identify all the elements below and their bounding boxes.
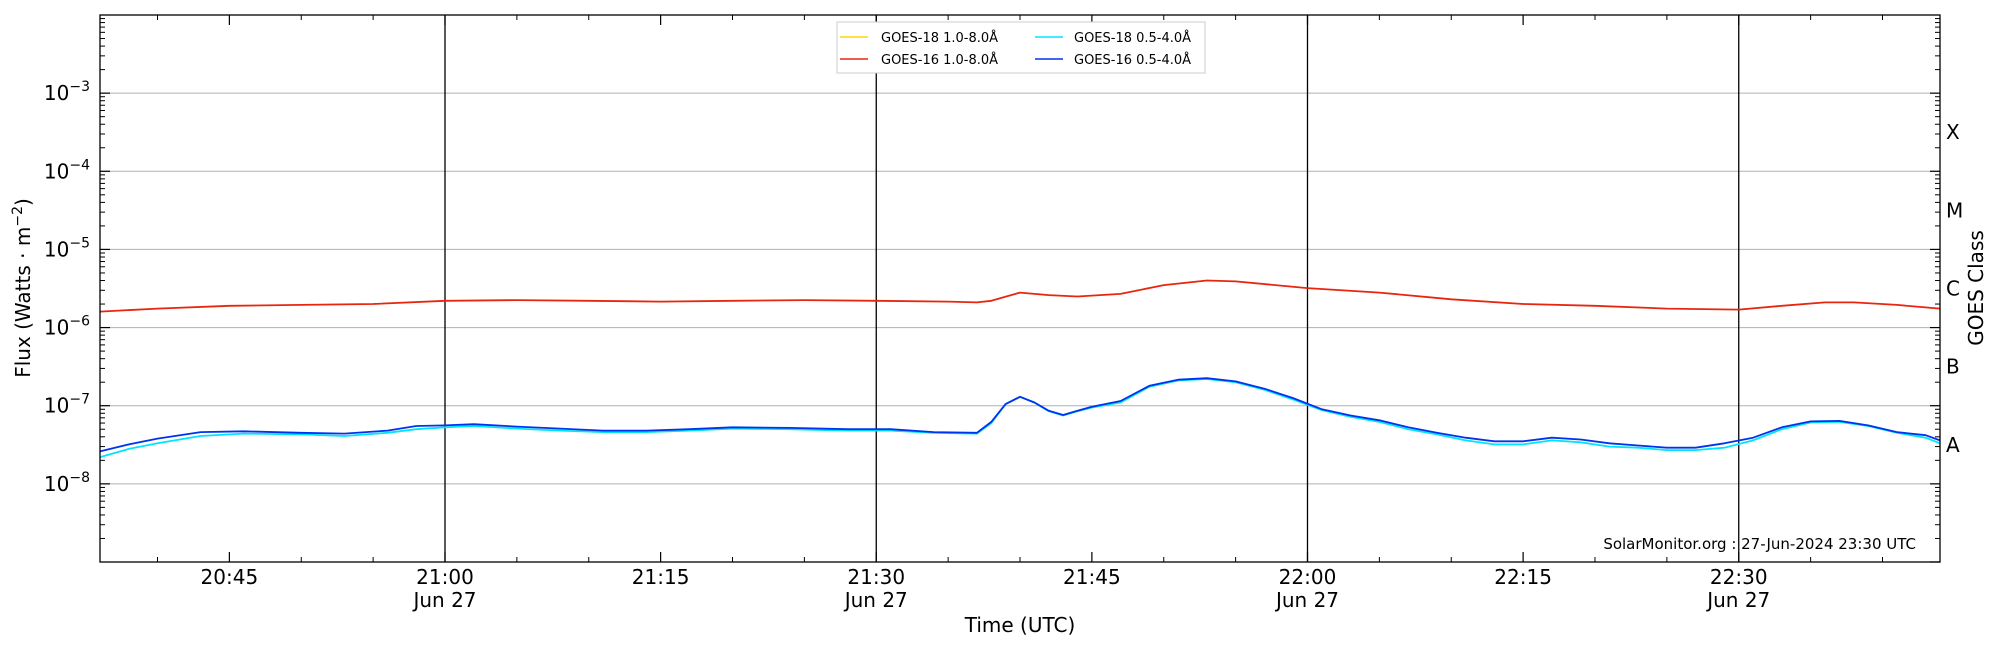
x-tick-date-label: Jun 27 — [843, 588, 908, 612]
x-tick-label: 21:45 — [1063, 565, 1121, 589]
goes-class-axis-title: GOES Class — [1964, 230, 1988, 346]
x-tick-label: 21:15 — [632, 565, 690, 589]
x-tick-label: 20:45 — [201, 565, 259, 589]
legend-label-goes18-short: GOES-18 0.5-4.0Å — [1074, 30, 1191, 46]
x-tick-label: 21:30 — [847, 565, 905, 589]
legend-label-goes16-long: GOES-16 1.0-8.0Å — [881, 52, 998, 68]
goes-class-label: X — [1946, 120, 1960, 144]
x-axis-title: Time (UTC) — [964, 613, 1076, 637]
goes-class-label: M — [1946, 198, 1963, 222]
y-tick-exponent: −6 — [69, 314, 90, 330]
goes-class-label: B — [1946, 355, 1960, 379]
y-tick-label: 10−6 — [44, 314, 90, 340]
x-tick-label: 21:00 — [416, 565, 474, 589]
goes-class-label: C — [1946, 277, 1960, 301]
x-tick-label: 22:00 — [1279, 565, 1337, 589]
x-tick-date-label: Jun 27 — [1705, 588, 1770, 612]
x-tick-date-label: Jun 27 — [411, 588, 476, 612]
y-tick-label: 10−8 — [44, 470, 90, 496]
y-tick-label: 10−7 — [44, 392, 90, 418]
y-tick-exponent: −3 — [69, 79, 90, 95]
series-line-goes-18-0-5-4-0- — [99, 378, 1941, 458]
tick-layer — [100, 15, 1940, 563]
y-tick-base: 10 — [44, 394, 69, 418]
y-tick-base: 10 — [44, 472, 69, 496]
series-layer — [99, 279, 1941, 458]
grid-layer — [100, 92, 1940, 485]
y-axis-title-main: Flux (Watts · m — [11, 227, 35, 378]
legend-box — [836, 21, 1206, 74]
y-tick-exponent: −4 — [69, 157, 90, 173]
legend: GOES-18 1.0-8.0Å GOES-16 1.0-8.0Å GOES-1… — [836, 21, 1206, 74]
x-tick-label: 22:30 — [1710, 565, 1768, 589]
y-tick-base: 10 — [44, 316, 69, 340]
y-tick-exponent: −7 — [69, 392, 90, 408]
series-line-goes-16-1-0-8-0- — [99, 279, 1941, 313]
x-tick-date-label: Jun 27 — [1274, 588, 1339, 612]
y-axis-title-close: ) — [11, 198, 35, 206]
x-tick-label: 22:15 — [1494, 565, 1552, 589]
y-axis-title-sup: −2 — [10, 206, 26, 227]
y-tick-exponent: −5 — [69, 235, 90, 251]
credit-text: SolarMonitor.org : 27-Jun-2024 23:30 UTC — [1603, 535, 1916, 553]
y-tick-base: 10 — [44, 81, 69, 105]
y-tick-exponent: −8 — [69, 470, 90, 486]
y-axis-title: Flux (Watts · m−2) — [10, 198, 35, 378]
legend-label-goes16-short: GOES-16 0.5-4.0Å — [1074, 52, 1191, 68]
y-tick-base: 10 — [44, 159, 69, 183]
y-tick-label: 10−4 — [44, 157, 90, 183]
y-tick-label: 10−5 — [44, 235, 90, 261]
y-tick-base: 10 — [44, 237, 69, 261]
goes-class-label: A — [1946, 433, 1960, 457]
series-line-goes-16-0-5-4-0- — [99, 377, 1941, 453]
y-tick-label: 10−3 — [44, 79, 90, 105]
legend-label-goes18-long: GOES-18 1.0-8.0Å — [881, 30, 998, 46]
